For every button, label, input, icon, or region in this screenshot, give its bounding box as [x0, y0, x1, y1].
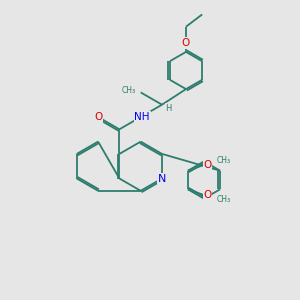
Text: CH₃: CH₃	[216, 156, 230, 165]
Text: N: N	[158, 173, 166, 184]
Text: CH₃: CH₃	[216, 195, 230, 204]
Text: CH₃: CH₃	[122, 86, 136, 95]
Text: O: O	[182, 38, 190, 48]
Text: O: O	[203, 190, 212, 200]
Text: O: O	[94, 112, 102, 122]
Text: H: H	[165, 104, 172, 113]
Text: NH: NH	[134, 112, 150, 122]
Text: O: O	[203, 160, 212, 170]
